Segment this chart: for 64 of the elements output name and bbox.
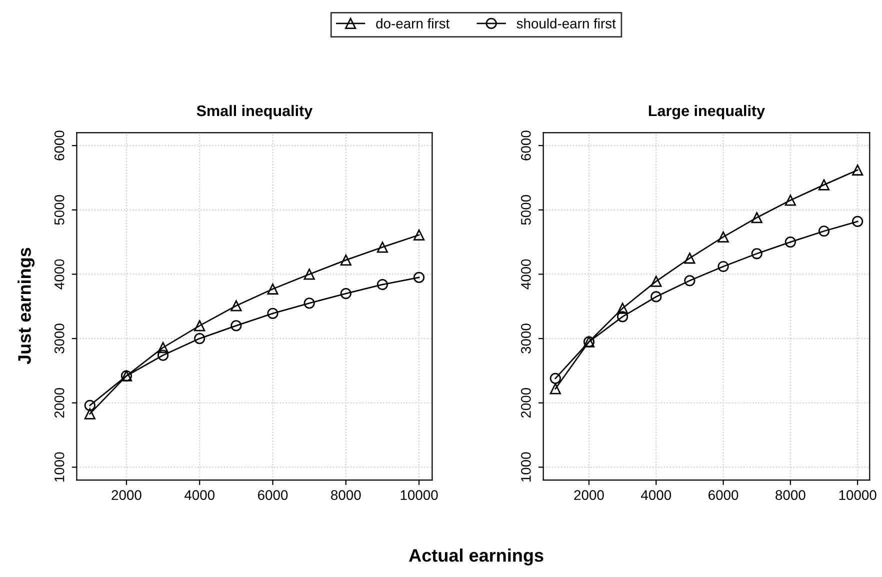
chart-title: Large inequality xyxy=(648,104,765,120)
point xyxy=(751,212,762,224)
point xyxy=(550,372,561,384)
x-tick-label: 8000 xyxy=(776,490,806,500)
point xyxy=(818,179,830,190)
x-tick-label: 10000 xyxy=(839,490,876,500)
point xyxy=(376,242,388,253)
legend-label: should-earn first xyxy=(516,18,616,28)
point xyxy=(267,308,278,320)
point xyxy=(340,288,352,300)
point xyxy=(413,229,425,241)
y-tick-label: 1000 xyxy=(54,452,64,482)
x-tick-label: 8000 xyxy=(331,490,361,500)
point xyxy=(230,300,242,312)
point xyxy=(784,194,796,206)
point xyxy=(751,248,762,260)
point xyxy=(304,268,315,280)
point xyxy=(194,320,206,332)
point xyxy=(650,291,662,302)
x-tick-label: 10000 xyxy=(400,490,438,500)
x-tick-label: 6000 xyxy=(708,490,738,500)
point xyxy=(616,302,628,314)
point xyxy=(650,276,662,287)
point xyxy=(340,254,352,266)
point xyxy=(267,283,278,295)
y-axis-title: Just earnings xyxy=(18,248,35,364)
point xyxy=(194,332,206,344)
x-tick-label: 4000 xyxy=(184,490,215,500)
y-tick-label: 5000 xyxy=(521,194,531,225)
y-tick-label: 6000 xyxy=(521,130,531,160)
point xyxy=(684,275,696,286)
x-tick-label: 2000 xyxy=(574,490,604,500)
y-tick-label: 6000 xyxy=(54,130,64,160)
x-tick-label: 6000 xyxy=(258,490,288,500)
point xyxy=(413,272,425,283)
y-tick-label: 3000 xyxy=(521,324,531,354)
point xyxy=(784,236,796,248)
point xyxy=(304,298,315,309)
y-tick-label: 2000 xyxy=(54,388,64,418)
legend-label: do-earn first xyxy=(376,18,450,28)
y-tick-label: 4000 xyxy=(521,259,531,290)
point xyxy=(616,311,628,322)
x-axis-title: Actual earnings xyxy=(409,548,544,566)
point xyxy=(84,400,96,412)
point xyxy=(230,320,242,332)
point xyxy=(852,216,864,228)
point xyxy=(718,231,729,242)
point xyxy=(684,252,696,264)
point xyxy=(718,260,729,272)
point xyxy=(84,408,96,420)
y-tick-label: 4000 xyxy=(54,259,64,290)
point xyxy=(157,350,169,361)
y-tick-label: 1000 xyxy=(521,452,531,482)
point xyxy=(376,278,388,290)
x-tick-label: 2000 xyxy=(112,490,142,500)
y-tick-label: 2000 xyxy=(521,388,531,418)
chart-title: Small inequality xyxy=(196,104,313,120)
y-tick-label: 3000 xyxy=(54,324,64,354)
point xyxy=(550,383,561,394)
point xyxy=(852,164,864,176)
point xyxy=(818,226,830,237)
point xyxy=(157,342,169,354)
y-tick-label: 5000 xyxy=(54,194,64,225)
x-tick-label: 4000 xyxy=(640,490,672,500)
